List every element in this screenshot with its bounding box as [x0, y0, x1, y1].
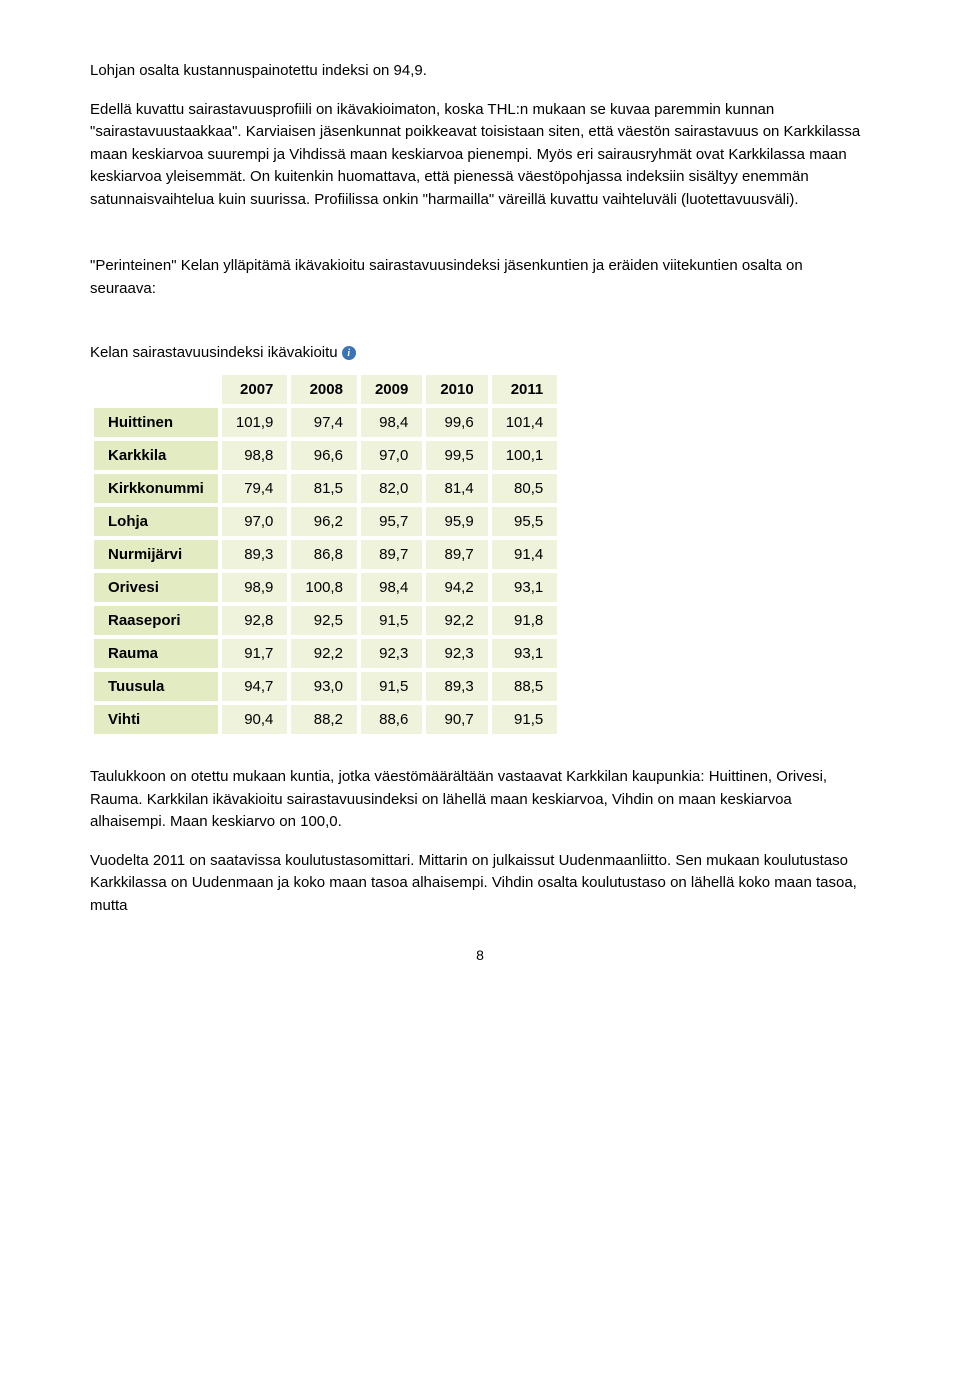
paragraph: Edellä kuvattu sairastavuusprofiili on i…: [90, 99, 870, 212]
paragraph: "Perinteinen" Kelan ylläpitämä ikävakioi…: [90, 255, 870, 300]
col-header: 2007: [220, 373, 290, 406]
cell: 101,4: [490, 406, 560, 439]
col-header: 2008: [289, 373, 359, 406]
cell: 92,8: [220, 604, 290, 637]
cell: 93,1: [490, 571, 560, 604]
row-header: Lohja: [92, 505, 220, 538]
cell: 98,9: [220, 571, 290, 604]
table-body: Huittinen101,997,498,499,6101,4Karkkila9…: [92, 406, 559, 736]
row-header: Huittinen: [92, 406, 220, 439]
cell: 91,5: [359, 604, 424, 637]
cell: 97,4: [289, 406, 359, 439]
row-header: Rauma: [92, 637, 220, 670]
cell: 97,0: [359, 439, 424, 472]
cell: 91,5: [359, 670, 424, 703]
cell: 94,7: [220, 670, 290, 703]
table-title-text: Kelan sairastavuusindeksi ikävakioitu: [90, 344, 338, 361]
cell: 88,6: [359, 703, 424, 736]
cell: 82,0: [359, 472, 424, 505]
cell: 92,3: [424, 637, 489, 670]
cell: 98,4: [359, 571, 424, 604]
cell: 95,5: [490, 505, 560, 538]
table-row: Orivesi98,9100,898,494,293,1: [92, 571, 559, 604]
cell: 92,2: [289, 637, 359, 670]
cell: 93,1: [490, 637, 560, 670]
cell: 92,5: [289, 604, 359, 637]
cell: 98,4: [359, 406, 424, 439]
table-row: Rauma91,792,292,392,393,1: [92, 637, 559, 670]
cell: 95,9: [424, 505, 489, 538]
sairastavuus-table: 2007 2008 2009 2010 2011 Huittinen101,99…: [90, 371, 561, 738]
cell: 100,1: [490, 439, 560, 472]
row-header: Raasepori: [92, 604, 220, 637]
cell: 89,7: [359, 538, 424, 571]
table-title-row: Kelan sairastavuusindeksi ikävakioitu i: [90, 344, 870, 361]
row-header: Kirkkonummi: [92, 472, 220, 505]
cell: 88,5: [490, 670, 560, 703]
paragraph: Taulukkoon on otettu mukaan kuntia, jotk…: [90, 766, 870, 834]
paragraph: Lohjan osalta kustannuspainotettu indeks…: [90, 60, 870, 83]
cell: 99,5: [424, 439, 489, 472]
cell: 89,3: [220, 538, 290, 571]
cell: 92,3: [359, 637, 424, 670]
spacer: [90, 227, 870, 255]
info-icon[interactable]: i: [342, 346, 356, 360]
document-page: Lohjan osalta kustannuspainotettu indeks…: [0, 0, 960, 1003]
table-row: Vihti90,488,288,690,791,5: [92, 703, 559, 736]
cell: 91,5: [490, 703, 560, 736]
page-number: 8: [90, 947, 870, 963]
table-row: Tuusula94,793,091,589,388,5: [92, 670, 559, 703]
row-header: Vihti: [92, 703, 220, 736]
cell: 96,6: [289, 439, 359, 472]
cell: 97,0: [220, 505, 290, 538]
cell: 98,8: [220, 439, 290, 472]
cell: 88,2: [289, 703, 359, 736]
table-row: Lohja97,096,295,795,995,5: [92, 505, 559, 538]
col-header: 2011: [490, 373, 560, 406]
cell: 100,8: [289, 571, 359, 604]
cell: 92,2: [424, 604, 489, 637]
cell: 89,3: [424, 670, 489, 703]
cell: 80,5: [490, 472, 560, 505]
col-header: 2010: [424, 373, 489, 406]
cell: 95,7: [359, 505, 424, 538]
cell: 96,2: [289, 505, 359, 538]
row-header: Tuusula: [92, 670, 220, 703]
col-header: 2009: [359, 373, 424, 406]
cell: 93,0: [289, 670, 359, 703]
table-row: Kirkkonummi79,481,582,081,480,5: [92, 472, 559, 505]
cell: 90,4: [220, 703, 290, 736]
row-header: Orivesi: [92, 571, 220, 604]
cell: 101,9: [220, 406, 290, 439]
table-row: Huittinen101,997,498,499,6101,4: [92, 406, 559, 439]
spacer: [90, 316, 870, 344]
cell: 90,7: [424, 703, 489, 736]
cell: 79,4: [220, 472, 290, 505]
row-header: Nurmijärvi: [92, 538, 220, 571]
cell: 91,7: [220, 637, 290, 670]
table-header-empty: [92, 373, 220, 406]
cell: 91,8: [490, 604, 560, 637]
table-row: Karkkila98,896,697,099,5100,1: [92, 439, 559, 472]
cell: 99,6: [424, 406, 489, 439]
paragraph: Vuodelta 2011 on saatavissa koulutustaso…: [90, 850, 870, 918]
cell: 89,7: [424, 538, 489, 571]
table-row: Nurmijärvi89,386,889,789,791,4: [92, 538, 559, 571]
cell: 91,4: [490, 538, 560, 571]
cell: 94,2: [424, 571, 489, 604]
table-row: Raasepori92,892,591,592,291,8: [92, 604, 559, 637]
cell: 81,5: [289, 472, 359, 505]
row-header: Karkkila: [92, 439, 220, 472]
cell: 81,4: [424, 472, 489, 505]
cell: 86,8: [289, 538, 359, 571]
table-header-row: 2007 2008 2009 2010 2011: [92, 373, 559, 406]
